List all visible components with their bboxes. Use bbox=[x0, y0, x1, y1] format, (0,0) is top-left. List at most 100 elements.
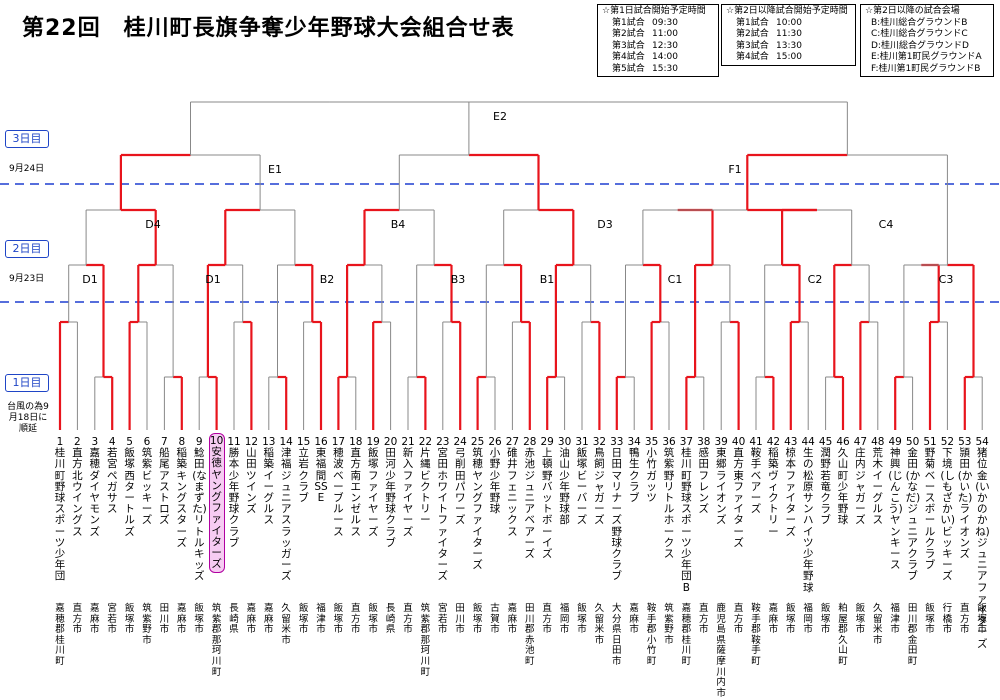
day3-label: 3日目 bbox=[5, 130, 49, 148]
game-label: B1 bbox=[539, 273, 555, 286]
day2-label: 2日目 bbox=[5, 240, 49, 258]
day1-label: 1日目 bbox=[5, 374, 49, 392]
team-name: 40直方東ファイターズ bbox=[731, 436, 746, 549]
venue-item: C:桂川総合グラウンドC bbox=[871, 29, 968, 39]
team-city: 福岡市 bbox=[803, 603, 813, 636]
team-city: 長崎県 bbox=[385, 603, 396, 636]
venue-item: E:桂川第1町民グラウンドA bbox=[871, 52, 982, 62]
day3-date: 9月24日 bbox=[9, 164, 45, 174]
team-name: 19飯塚ファイヤーズ bbox=[366, 436, 380, 538]
page-title: 第22回 桂川町長旗争奪少年野球大会組合せ表 bbox=[22, 16, 515, 41]
team-name: 43椋本ファイターズ bbox=[784, 436, 798, 538]
team-city: 飯塚市 bbox=[298, 603, 309, 636]
team-city: 嘉麻市 bbox=[177, 603, 187, 636]
team-name: 26小野少年野球 bbox=[488, 436, 502, 516]
team-city: 筑紫郡那珂川町 bbox=[420, 603, 431, 678]
team-city: 飯塚市 bbox=[368, 603, 378, 636]
team-name: 15立岩クラブ bbox=[296, 436, 311, 505]
team-city: 直方市 bbox=[403, 603, 413, 636]
team-name: 20田河少年野球クラブ bbox=[383, 436, 398, 549]
game-label: D1 bbox=[82, 273, 98, 286]
team-city: 鞍手郡鞍手町 bbox=[751, 603, 761, 667]
team-name: 46久山町少年野球 bbox=[836, 436, 850, 527]
day1-schedule-title: ☆第1日試合開始予定時間 bbox=[602, 6, 706, 16]
team-name: 2直方北ウイングス bbox=[72, 436, 83, 538]
team-city: 飯塚市 bbox=[577, 603, 587, 636]
schedule-row: 第5試合 15:30 bbox=[612, 63, 678, 74]
team-name: 30油山少年野球部 bbox=[557, 436, 572, 527]
schedule-row: 第3試合 12:30 bbox=[612, 40, 678, 51]
team-name: 37桂川町野球スポーツ少年団B bbox=[679, 436, 694, 594]
team-name: 6筑紫ビッキーズ bbox=[141, 436, 153, 527]
team-name: 23宮田ホワイトファイターズ bbox=[436, 436, 450, 583]
team-city: 飯塚市 bbox=[820, 603, 831, 636]
team-city: 福津市 bbox=[890, 603, 900, 636]
team-city: 嘉麻市 bbox=[768, 603, 779, 636]
team-city: 筑紫郡那珂川町 bbox=[211, 603, 222, 678]
day1-schedule-box: ☆第1日試合開始予定時間 第1試合 09:30 第2試合 11:00 第3試合 12:… bbox=[597, 4, 719, 77]
team-name: 22片縄ビクトリー bbox=[418, 436, 433, 527]
team-name: 47庄内ジャガーズ bbox=[853, 436, 868, 527]
team-name: 36筑紫野リトルホークス bbox=[662, 436, 676, 561]
team-name: 48荒木イーグルス bbox=[871, 436, 885, 527]
team-city: 田川郡赤池町 bbox=[525, 603, 535, 667]
team-name: 17穂波ベーブルース bbox=[331, 436, 346, 538]
game-label: C1 bbox=[667, 273, 683, 286]
team-name: 16東福間SSE bbox=[314, 436, 328, 505]
team-name: 29上頓野バットボーイズ bbox=[540, 436, 554, 561]
team-name: 49神興(じんこう)ヤンキース bbox=[888, 436, 903, 572]
team-name: 44生の松原サンハイツ少年野球 bbox=[801, 436, 815, 594]
team-city: 福津市 bbox=[316, 603, 326, 636]
team-city: 飯塚市 bbox=[925, 603, 935, 636]
team-name: 4若宮ペガサス bbox=[106, 436, 118, 516]
team-city: 直方市 bbox=[960, 603, 970, 636]
team-name: 13稲築イーグルス bbox=[262, 436, 276, 527]
team-name: 33日田マリナーズ野球クラブ bbox=[610, 436, 624, 583]
team-city: 飯塚市 bbox=[333, 603, 344, 636]
schedule-row: 第4試合 14:00 bbox=[612, 52, 678, 62]
team-city: 鞍手郡小竹町 bbox=[646, 603, 657, 667]
team-city: 直方市 bbox=[699, 603, 709, 636]
game-label: B4 bbox=[390, 218, 406, 231]
team-city: 粕屋郡久山町 bbox=[838, 603, 848, 667]
team-name: 41鞍手ベアーズ bbox=[749, 436, 763, 516]
venues-title: ☆第2日以降の試合会場 bbox=[865, 6, 960, 16]
schedule-row: 第1試合 10:00 bbox=[736, 17, 802, 28]
team-city: 嘉穂郡桂川町 bbox=[55, 603, 65, 667]
team-name: 7船尾アストロズ bbox=[159, 436, 170, 527]
team-name: 12山田ツインズ bbox=[244, 436, 259, 516]
team-city: 嘉麻市 bbox=[90, 603, 100, 636]
venues-box: ☆第2日以降の試合会場 B:桂川総合グラウンドB C:桂川総合グラウンドC D:… bbox=[860, 4, 994, 77]
team-city: 久留米市 bbox=[873, 603, 883, 646]
day2-schedule-title: ☆第2日以降試合開始予定時間 bbox=[726, 6, 848, 16]
team-name: 38感田フレンズ bbox=[697, 436, 711, 516]
team-city: 嘉麻市 bbox=[629, 603, 639, 636]
team-city: 嘉麻市 bbox=[246, 603, 257, 636]
team-name: 11勝本少年野球クラブ bbox=[227, 436, 241, 549]
team-city: 飯塚市 bbox=[194, 603, 204, 636]
team-name: 18直方南エンゼルス bbox=[349, 436, 363, 538]
team-city: 筑紫野市 bbox=[142, 603, 152, 646]
team-name: 8稲築キングスターズ bbox=[176, 436, 188, 549]
game-label: B3 bbox=[450, 273, 466, 286]
team-name: 9鯰田(なまずた)リトルキッズ bbox=[192, 436, 207, 583]
schedule-row: 第4試合 15:00 bbox=[736, 52, 802, 62]
team-name: 21新入ファイヤーズ bbox=[401, 436, 415, 538]
team-name: 24弓削田パワーズ bbox=[453, 436, 467, 527]
team-city: 筑紫野市 bbox=[664, 603, 674, 646]
team-city: 古賀市 bbox=[490, 603, 500, 636]
team-name: 35小竹ガッツ bbox=[644, 436, 659, 505]
schedule-row: 第1試合 09:30 bbox=[612, 17, 678, 28]
team-name: 25筑穂ヤングファイターズ bbox=[470, 436, 485, 572]
team-name: 51野菊ベースボールクラブ bbox=[923, 436, 937, 572]
team-city: 田川市 bbox=[455, 603, 465, 636]
game-label: D3 bbox=[597, 218, 613, 231]
team-city: 宮若市 bbox=[438, 603, 448, 636]
schedule-row: 第3試合 13:30 bbox=[736, 40, 802, 51]
game-label: F1 bbox=[728, 163, 742, 176]
team-name: 31飯塚ビーバーズ bbox=[575, 436, 589, 527]
team-name: 53頴田(かいた)ライオンズ bbox=[957, 436, 973, 561]
game-label: C4 bbox=[878, 218, 894, 231]
team-city: 行橋市 bbox=[942, 603, 953, 636]
team-city: 大分県日田市 bbox=[612, 603, 622, 667]
